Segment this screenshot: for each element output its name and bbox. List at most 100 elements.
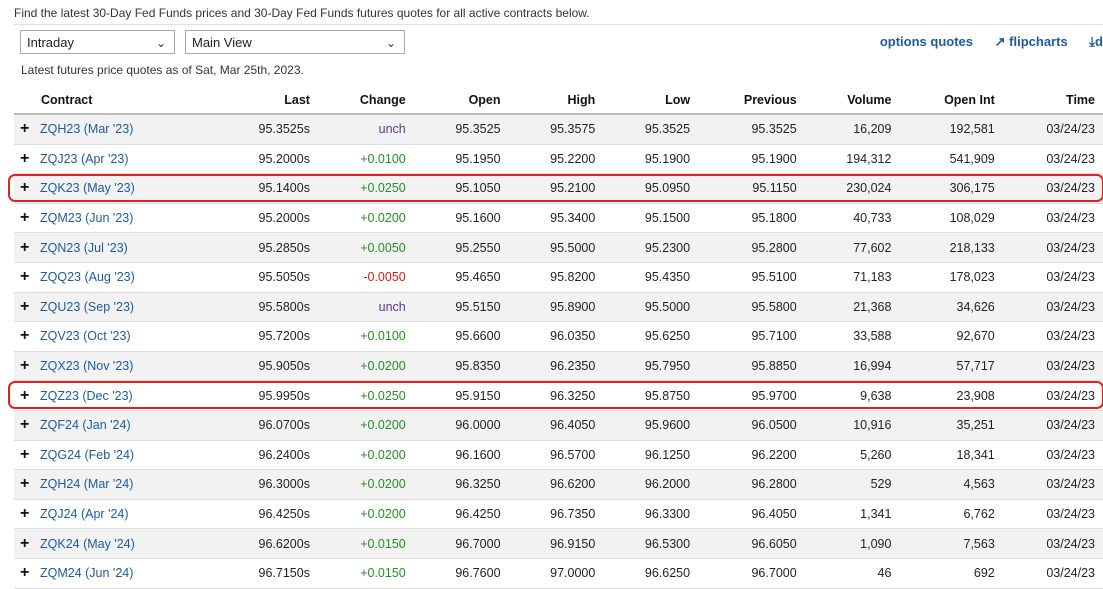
table-row[interactable]: + ZQX23 (Nov '23) 95.9050s +0.0200 95.8350 96… xyxy=(14,351,1103,382)
divider xyxy=(14,24,1103,25)
contract-link[interactable]: ZQN23 (Jul '23) xyxy=(40,240,128,255)
last-cell: 96.7150s xyxy=(213,558,318,589)
contract-cell: + ZQQ23 (Aug '23) xyxy=(14,262,214,293)
change-cell: +0.0200 xyxy=(317,410,414,441)
table-row[interactable]: + ZQZ23 (Dec '23) 95.9950s +0.0250 95.9150 96… xyxy=(14,380,1103,411)
expand-plus-icon[interactable]: + xyxy=(20,534,30,552)
open-cell: 95.1600 xyxy=(413,203,509,234)
column-header-high[interactable]: High xyxy=(508,86,604,115)
contract-cell: + ZQJ23 (Apr '23) xyxy=(14,144,214,175)
contract-link[interactable]: ZQG24 (Feb '24) xyxy=(40,447,135,462)
table-row[interactable]: + ZQQ23 (Aug '23) 95.5050s -0.0050 95.4650 95… xyxy=(14,262,1103,293)
table-row[interactable]: + ZQN23 (Jul '23) 95.2850s +0.0050 95.2550 95… xyxy=(14,232,1103,263)
view-select[interactable]: Main View ⌄ xyxy=(185,30,405,54)
openint-cell: 306,175 xyxy=(899,173,1003,204)
openint-cell: 92,670 xyxy=(899,321,1003,352)
column-header-change[interactable]: Change xyxy=(317,86,414,115)
change-cell: +0.0100 xyxy=(317,321,414,352)
low-cell: 95.1900 xyxy=(603,144,699,175)
change-cell: +0.0250 xyxy=(317,380,414,411)
expand-plus-icon[interactable]: + xyxy=(20,149,30,167)
expand-plus-icon[interactable]: + xyxy=(20,209,30,227)
contract-cell: + ZQX23 (Nov '23) xyxy=(14,351,214,382)
contract-cell: + ZQF24 (Jan '24) xyxy=(14,410,214,441)
table-row[interactable]: + ZQJ23 (Apr '23) 95.2000s +0.0100 95.1950 95… xyxy=(14,144,1103,175)
contract-link[interactable]: ZQM23 (Jun '23) xyxy=(40,211,134,226)
column-header-time[interactable]: Time xyxy=(1002,86,1103,115)
contract-link[interactable]: ZQZ23 (Dec '23) xyxy=(40,388,133,403)
table-row[interactable]: + ZQK23 (May '23) 95.1400s +0.0250 95.1050 95… xyxy=(14,173,1103,204)
previous-cell: 95.8850 xyxy=(698,351,805,382)
interval-select[interactable]: Intraday ⌄ xyxy=(20,30,175,54)
low-cell: 95.1500 xyxy=(603,203,699,234)
column-header-openint[interactable]: Open Int xyxy=(899,86,1003,115)
contract-link[interactable]: ZQX23 (Nov '23) xyxy=(40,359,134,374)
table-row[interactable]: + ZQV23 (Oct '23) 95.7200s +0.0100 95.6600 96… xyxy=(14,321,1103,352)
contract-link[interactable]: ZQJ24 (Apr '24) xyxy=(40,507,129,522)
high-cell: 96.9150 xyxy=(508,528,604,559)
contract-link[interactable]: ZQK24 (May '24) xyxy=(40,536,135,551)
change-cell: +0.0150 xyxy=(317,558,414,589)
previous-cell: 96.0500 xyxy=(698,410,805,441)
contract-link[interactable]: ZQQ23 (Aug '23) xyxy=(40,270,135,285)
table-row[interactable]: + ZQG24 (Feb '24) 96.2400s +0.0200 96.1600 96… xyxy=(14,440,1103,471)
contract-link[interactable]: ZQV23 (Oct '23) xyxy=(40,329,131,344)
expand-plus-icon[interactable]: + xyxy=(20,475,30,493)
contract-link[interactable]: ZQM24 (Jun '24) xyxy=(40,566,134,581)
table-row[interactable]: + ZQJ24 (Apr '24) 96.4250s +0.0200 96.4250 96… xyxy=(14,499,1103,530)
column-header-contract[interactable]: Contract xyxy=(14,86,214,115)
high-cell: 95.2200 xyxy=(508,144,604,175)
high-cell: 97.0000 xyxy=(508,558,604,589)
expand-plus-icon[interactable]: + xyxy=(20,179,30,197)
expand-plus-icon[interactable]: + xyxy=(20,268,30,286)
options-quotes-link[interactable]: options quotes xyxy=(879,34,973,49)
column-header-low[interactable]: Low xyxy=(603,86,699,115)
contract-link[interactable]: ZQK23 (May '23) xyxy=(40,181,135,196)
contract-cell: + ZQZ23 (Dec '23) xyxy=(14,380,214,411)
expand-plus-icon[interactable]: + xyxy=(20,297,30,315)
table-row[interactable]: + ZQU23 (Sep '23) 95.5800s unch 95.5150 95.89… xyxy=(14,292,1103,323)
expand-plus-icon[interactable]: + xyxy=(20,238,30,256)
contract-link[interactable]: ZQU23 (Sep '23) xyxy=(40,299,135,314)
openint-cell: 57,717 xyxy=(899,351,1003,382)
table-row[interactable]: + ZQM24 (Jun '24) 96.7150s +0.0150 96.7600 97… xyxy=(14,558,1103,589)
expand-plus-icon[interactable]: + xyxy=(20,327,30,345)
low-cell: 95.5000 xyxy=(603,292,699,323)
expand-plus-icon[interactable]: + xyxy=(20,505,30,523)
table-row[interactable]: + ZQH24 (Mar '24) 96.3000s +0.0200 96.3250 96… xyxy=(14,469,1103,500)
last-cell: 95.5800s xyxy=(213,292,318,323)
flipcharts-link[interactable]: ↗ flipcharts xyxy=(995,34,1068,49)
last-cell: 95.5050s xyxy=(213,262,318,293)
high-cell: 96.2350 xyxy=(508,351,604,382)
expand-plus-icon[interactable]: + xyxy=(20,386,30,404)
view-select-value: Main View xyxy=(192,35,252,50)
contract-link[interactable]: ZQJ23 (Apr '23) xyxy=(40,151,129,166)
contract-link[interactable]: ZQH23 (Mar '23) xyxy=(40,122,134,137)
table-row[interactable]: + ZQK24 (May '24) 96.6200s +0.0150 96.7000 96… xyxy=(14,528,1103,559)
download-label: d xyxy=(1095,34,1103,49)
last-cell: 95.2000s xyxy=(213,203,318,234)
contract-link[interactable]: ZQF24 (Jan '24) xyxy=(40,418,131,433)
change-cell: +0.0150 xyxy=(317,528,414,559)
volume-cell: 46 xyxy=(804,558,900,589)
download-link[interactable]: ⤓d xyxy=(1089,34,1103,49)
column-header-open[interactable]: Open xyxy=(413,86,509,115)
table-row[interactable]: + ZQH23 (Mar '23) 95.3525s unch 95.3525 95.35… xyxy=(14,114,1103,145)
expand-plus-icon[interactable]: + xyxy=(20,445,30,463)
table-row[interactable]: + ZQM23 (Jun '23) 95.2000s +0.0200 95.1600 95… xyxy=(14,203,1103,234)
expand-plus-icon[interactable]: + xyxy=(20,357,30,375)
contract-link[interactable]: ZQH24 (Mar '24) xyxy=(40,477,134,492)
quotes-timestamp: Latest futures price quotes as of Sat, M… xyxy=(21,63,304,77)
column-header-volume[interactable]: Volume xyxy=(804,86,900,115)
last-cell: 95.2850s xyxy=(213,232,318,263)
expand-plus-icon[interactable]: + xyxy=(20,564,30,582)
change-cell: +0.0200 xyxy=(317,351,414,382)
column-header-previous[interactable]: Previous xyxy=(698,86,805,115)
expand-plus-icon[interactable]: + xyxy=(20,416,30,434)
column-header-last[interactable]: Last xyxy=(213,86,318,115)
open-cell: 95.8350 xyxy=(413,351,509,382)
low-cell: 95.6250 xyxy=(603,321,699,352)
expand-plus-icon[interactable]: + xyxy=(20,120,30,138)
table-row[interactable]: + ZQF24 (Jan '24) 96.0700s +0.0200 96.0000 96… xyxy=(14,410,1103,441)
openint-cell: 6,762 xyxy=(899,499,1003,530)
